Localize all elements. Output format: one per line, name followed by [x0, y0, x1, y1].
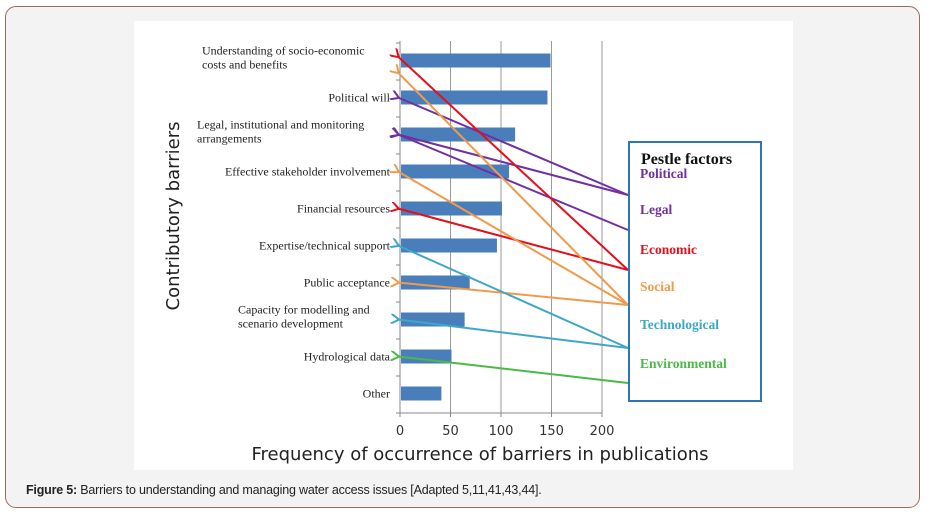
category-label: Other — [363, 387, 390, 401]
arrow-environmental — [398, 357, 629, 384]
legend-item-political: Political — [640, 166, 687, 181]
x-tick-label: 50 — [442, 424, 459, 439]
x-tick-label: 150 — [539, 424, 564, 439]
x-axis-title: Frequency of occurrence of barriers in p… — [251, 444, 708, 465]
legend-item-technological: Technological — [640, 317, 719, 332]
bar — [401, 275, 470, 290]
y-axis-title: Contributory barriers — [163, 122, 184, 311]
category-label: Legal, institutional and monitoring — [197, 118, 364, 132]
category-label: Financial resources — [297, 202, 390, 216]
bar — [401, 53, 551, 68]
legend-item-environmental: Environmental — [640, 356, 727, 371]
bar — [401, 164, 510, 179]
category-label: Capacity for modelling and — [238, 303, 370, 317]
arrow-social — [398, 172, 629, 306]
arrow-social — [398, 283, 629, 306]
pestle-arrows — [398, 57, 629, 384]
arrow-social — [398, 73, 629, 306]
x-tick-label: 200 — [590, 424, 615, 439]
category-label: Public acceptance — [304, 276, 390, 290]
category-label: Expertise/technical support — [259, 239, 391, 253]
category-label: Understanding of socio-economic — [202, 44, 365, 58]
category-label: costs and benefits — [202, 58, 288, 72]
x-tick-label: 100 — [489, 424, 514, 439]
legend-item-legal: Legal — [640, 202, 672, 217]
bar — [401, 201, 502, 216]
bar — [401, 238, 497, 253]
x-tick-label: 0 — [396, 424, 404, 439]
category-label: Effective stakeholder involvement — [225, 165, 391, 179]
arrow-economic — [398, 57, 629, 271]
bar — [401, 349, 452, 364]
chart-image: 0 50 100 150 200 Understanding of socio-econ… — [134, 21, 793, 470]
arrow-legal — [398, 135, 629, 231]
arrow-political — [398, 98, 629, 196]
bar — [401, 312, 465, 327]
bar-chart: 0 50 100 150 200 Understanding of socio-econ… — [163, 41, 762, 465]
arrow-technological — [398, 246, 629, 349]
legend-item-social: Social — [640, 279, 675, 294]
legend-item-economic: Economic — [640, 242, 697, 257]
legend-box — [628, 141, 762, 402]
legend-title: Pestle factors — [641, 151, 732, 168]
arrow-technological — [398, 320, 629, 349]
arrow-political — [398, 135, 629, 196]
caption-text: Barriers to understanding and managing w… — [76, 483, 542, 497]
category-label: Hydrological data — [304, 350, 391, 364]
caption-label: Figure 5: — [26, 483, 77, 497]
figure-caption: Figure 5: Barriers to understanding and … — [26, 483, 542, 497]
category-label: Political will — [328, 91, 390, 105]
bar — [401, 386, 442, 401]
category-label: arrangements — [197, 132, 262, 146]
bars — [401, 53, 551, 401]
category-label: scenario development — [238, 317, 344, 331]
